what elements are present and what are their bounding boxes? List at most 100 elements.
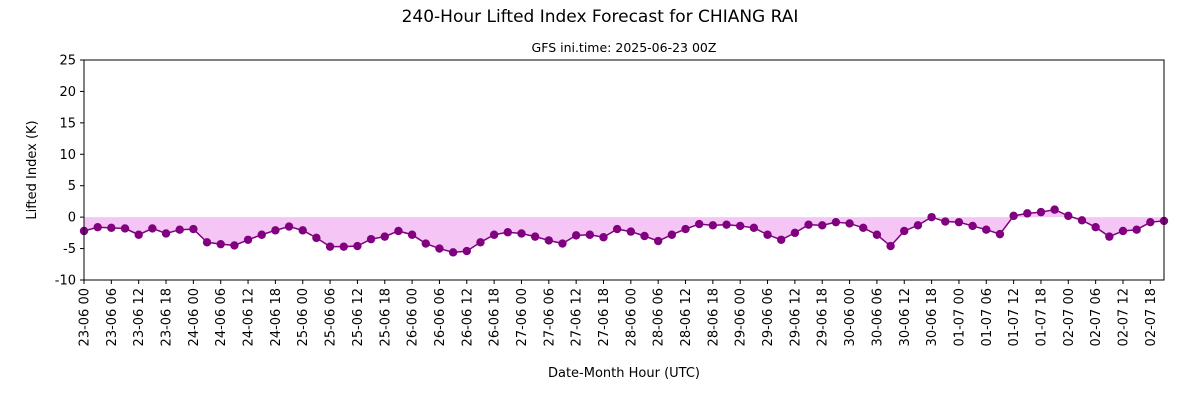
data-point bbox=[1146, 217, 1155, 227]
x-tick-label: 25-06 06 bbox=[324, 288, 339, 346]
data-point bbox=[804, 220, 813, 229]
x-tick-label: 29-06 00 bbox=[734, 288, 749, 346]
x-tick-label: 29-06 18 bbox=[816, 288, 831, 346]
data-point bbox=[312, 233, 321, 243]
data-point bbox=[134, 230, 143, 239]
data-point bbox=[189, 224, 198, 234]
data-point bbox=[394, 226, 403, 236]
data-point bbox=[777, 235, 786, 244]
data-point bbox=[763, 230, 772, 239]
data-point bbox=[913, 221, 923, 230]
x-tick-label: 26-06 06 bbox=[433, 288, 448, 346]
data-point bbox=[435, 244, 444, 253]
data-point bbox=[175, 225, 184, 234]
x-tick-label: 25-06 12 bbox=[351, 288, 366, 346]
data-point bbox=[982, 225, 991, 234]
x-tick-label: 23-06 00 bbox=[78, 288, 93, 346]
data-point bbox=[872, 230, 882, 239]
x-tick-label: 29-06 06 bbox=[761, 288, 776, 346]
plot-frame bbox=[83, 59, 1165, 281]
x-tick-label: 26-06 12 bbox=[460, 288, 475, 346]
y-tick-label: -10 bbox=[55, 274, 76, 289]
data-point bbox=[380, 232, 389, 241]
x-tick-label: 01-07 06 bbox=[980, 288, 995, 346]
data-point bbox=[995, 229, 1005, 239]
x-tick-label: 27-06 00 bbox=[515, 288, 530, 346]
data-point bbox=[790, 228, 800, 238]
data-point bbox=[749, 223, 759, 233]
plot-area: -10 -5 0 5 10 15 20 25 23-06 00 23-06 06 23-06 12 2… bbox=[55, 54, 1169, 346]
data-point bbox=[489, 230, 499, 239]
data-point bbox=[667, 230, 677, 239]
data-point bbox=[325, 242, 335, 251]
data-point bbox=[1132, 225, 1141, 234]
data-point bbox=[366, 234, 376, 244]
data-point bbox=[1064, 211, 1073, 221]
x-tick-label: 27-06 06 bbox=[542, 288, 557, 346]
data-point bbox=[927, 212, 936, 222]
data-point bbox=[476, 238, 485, 247]
x-tick-label: 28-06 06 bbox=[652, 288, 667, 346]
x-tick-label: 27-06 12 bbox=[570, 288, 585, 346]
x-tick-label: 30-06 00 bbox=[843, 288, 858, 346]
data-point bbox=[339, 242, 348, 251]
y-tick-label: -5 bbox=[63, 242, 76, 257]
x-tick-label: 23-06 18 bbox=[160, 288, 175, 346]
y-tick-label: 10 bbox=[59, 148, 76, 163]
data-point bbox=[93, 223, 102, 232]
data-point bbox=[612, 224, 622, 234]
data-point bbox=[148, 224, 157, 233]
data-point bbox=[859, 223, 868, 233]
y-tick-label: 5 bbox=[68, 179, 76, 194]
data-point bbox=[900, 226, 909, 236]
x-tick-label: 25-06 18 bbox=[378, 288, 393, 346]
x-tick-label: 29-06 12 bbox=[788, 288, 803, 346]
x-tick-label: 27-06 18 bbox=[597, 288, 612, 346]
data-point bbox=[585, 230, 595, 239]
data-point bbox=[1009, 211, 1018, 221]
x-tick-label: 25-06 00 bbox=[296, 288, 311, 346]
data-point bbox=[407, 230, 417, 239]
y-tick-label: 25 bbox=[59, 54, 76, 69]
data-point bbox=[271, 226, 280, 235]
x-axis-label: Date-Month Hour (UTC) bbox=[548, 366, 700, 381]
chart-subtitle: GFS ini.time: 2025-06-23 00Z bbox=[532, 40, 717, 55]
data-point bbox=[845, 219, 854, 228]
data-point bbox=[503, 228, 512, 237]
data-point bbox=[202, 238, 212, 247]
data-point bbox=[284, 222, 294, 231]
y-tick-label: 20 bbox=[59, 85, 76, 100]
data-point bbox=[886, 241, 895, 251]
data-point bbox=[243, 235, 253, 244]
data-point bbox=[722, 220, 731, 229]
x-tick-label: 24-06 12 bbox=[242, 288, 257, 346]
data-point bbox=[517, 229, 526, 238]
data-point bbox=[736, 221, 745, 231]
data-point bbox=[1118, 226, 1128, 236]
data-point bbox=[653, 236, 663, 246]
data-point bbox=[968, 221, 977, 231]
x-tick-label: 02-07 06 bbox=[1089, 288, 1104, 346]
x-tick-label: 01-07 12 bbox=[1007, 288, 1022, 346]
data-point bbox=[558, 239, 567, 248]
x-tick-label: 26-06 18 bbox=[488, 288, 503, 346]
data-point bbox=[530, 232, 540, 241]
x-tick-label: 02-07 12 bbox=[1116, 288, 1131, 346]
data-point bbox=[818, 221, 827, 230]
x-tick-label: 28-06 00 bbox=[624, 288, 639, 346]
x-tick-label: 01-07 00 bbox=[952, 288, 967, 346]
data-point bbox=[421, 239, 430, 248]
x-tick-label: 24-06 00 bbox=[187, 288, 202, 346]
data-point bbox=[353, 241, 362, 251]
data-point bbox=[161, 229, 171, 238]
y-axis-label: Lifted Index (K) bbox=[25, 120, 40, 219]
data-point bbox=[298, 226, 307, 235]
data-point bbox=[831, 217, 841, 227]
data-point bbox=[462, 246, 471, 256]
data-point bbox=[1023, 209, 1032, 218]
data-point bbox=[544, 236, 554, 245]
x-tick-label: 30-06 06 bbox=[870, 288, 885, 346]
data-point bbox=[1091, 223, 1100, 232]
x-tick-label: 02-07 18 bbox=[1144, 288, 1159, 346]
data-point bbox=[216, 239, 225, 249]
